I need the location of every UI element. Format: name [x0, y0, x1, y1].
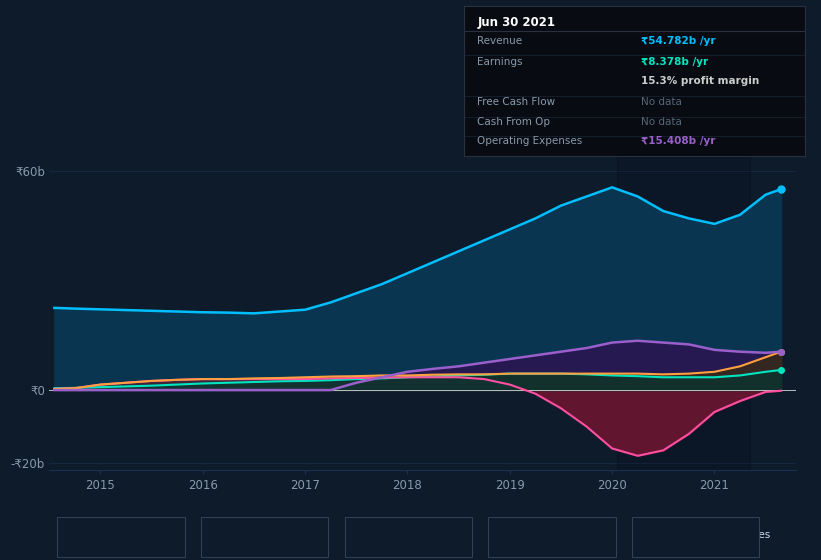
- Text: Earnings: Earnings: [234, 530, 279, 540]
- Text: Cash From Op: Cash From Op: [521, 530, 594, 540]
- Text: ●: ●: [219, 530, 229, 540]
- Text: ●: ●: [650, 530, 660, 540]
- Text: Operating Expenses: Operating Expenses: [478, 136, 583, 146]
- Text: Cash From Op: Cash From Op: [478, 116, 551, 127]
- Text: Free Cash Flow: Free Cash Flow: [478, 97, 556, 107]
- Text: Free Cash Flow: Free Cash Flow: [378, 530, 456, 540]
- Text: Earnings: Earnings: [478, 57, 523, 67]
- Text: 15.3% profit margin: 15.3% profit margin: [641, 76, 759, 86]
- Text: ●: ●: [76, 530, 85, 540]
- Text: ₹15.408b /yr: ₹15.408b /yr: [641, 136, 715, 146]
- Bar: [617, 134, 750, 470]
- Text: Operating Expenses: Operating Expenses: [665, 530, 770, 540]
- Text: Revenue: Revenue: [90, 530, 135, 540]
- Text: Jun 30 2021: Jun 30 2021: [478, 16, 556, 29]
- Text: No data: No data: [641, 116, 682, 127]
- Text: No data: No data: [641, 97, 682, 107]
- Text: Revenue: Revenue: [478, 36, 523, 45]
- Text: ●: ●: [363, 530, 373, 540]
- Text: ₹54.782b /yr: ₹54.782b /yr: [641, 36, 716, 45]
- Text: ₹8.378b /yr: ₹8.378b /yr: [641, 57, 709, 67]
- Text: ●: ●: [507, 530, 516, 540]
